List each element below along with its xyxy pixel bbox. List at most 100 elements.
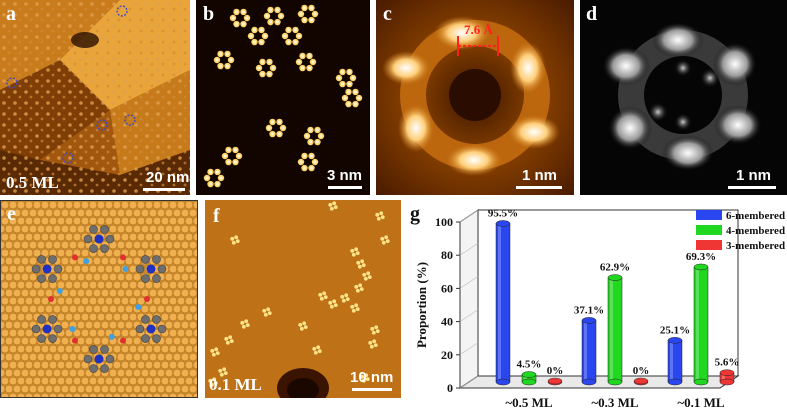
coverage-label: 0.5 ML: [6, 173, 59, 192]
panel-b-stm-image: b 3 nm: [196, 0, 370, 195]
panel-label: a: [6, 3, 16, 25]
bar-6-membered: [667, 337, 683, 386]
molecule-cluster: [368, 339, 378, 349]
data-label: 37.1%: [574, 304, 604, 316]
y-axis-label: Proportion (%): [414, 262, 429, 348]
legend-label: 4-membered: [726, 225, 785, 237]
bar-4-membered: [693, 263, 709, 386]
data-label: 69.3%: [686, 251, 716, 263]
data-label: 95.5%: [488, 207, 518, 219]
scale-bar: [516, 186, 562, 189]
molecule-hexamer: [213, 50, 235, 70]
molecule-hexamer: [265, 118, 287, 138]
molecule-hexamer: [281, 26, 303, 46]
x-category-label: ~0.5 ML: [505, 395, 553, 410]
molecule-cluster: [370, 325, 380, 335]
molecule-hexamer: [295, 52, 317, 72]
bar-3-membered: [719, 369, 735, 386]
scale-bar-text: 10 nm: [350, 369, 394, 386]
molecule-hexamer: [297, 4, 319, 24]
molecule-hexamer: [247, 26, 269, 46]
molecule-hexamer: [341, 88, 363, 108]
molecule-cluster: [224, 335, 234, 345]
molecule-cluster: [350, 303, 360, 313]
bar-4-membered: [607, 274, 623, 386]
molecule-cluster: [380, 235, 390, 245]
substrate-atoms: [1, 201, 197, 397]
molecule-cluster: [240, 319, 250, 329]
molecule-cluster: [350, 247, 360, 257]
molecule-cluster: [340, 293, 350, 303]
y-tick-label: 80: [441, 248, 453, 262]
x-category-label: ~0.1 ML: [677, 395, 725, 410]
stm-image-hexagons: [203, 4, 363, 188]
y-tick-label: 100: [435, 215, 453, 229]
molecule-hexamer: [297, 152, 319, 172]
coverage-label: 0.1 ML: [209, 375, 262, 394]
bar-3-membered: [633, 377, 649, 386]
bar-6-membered: [495, 220, 511, 386]
molecule-cluster: [208, 377, 218, 387]
molecule-cluster: [210, 347, 220, 357]
y-tick-label: 0: [447, 381, 453, 395]
molecule-cluster: [230, 235, 240, 245]
data-label: 5.6%: [715, 357, 740, 369]
chart-legend: 6-membered 4-membered 3-membered: [696, 210, 785, 252]
substrate-texture: [205, 200, 401, 398]
scale-bar: [352, 388, 392, 391]
stm-image-single-hexamer: [376, 0, 574, 195]
scale-bar: [328, 186, 362, 189]
distance-label: 7.6 Å: [464, 22, 493, 37]
bar-3-membered: [547, 377, 563, 386]
panel-f-stm-image: f 0.1 ML 10 nm: [205, 200, 401, 398]
molecule-hexamer: [263, 6, 285, 26]
y-tick-label: 60: [441, 281, 453, 295]
panel-label: e: [7, 203, 16, 225]
molecular-network: [31, 225, 167, 373]
panel-label: f: [213, 205, 220, 227]
molecule-cluster: [356, 259, 366, 269]
molecule-cluster: [298, 321, 308, 331]
scale-bar: [143, 188, 185, 191]
data-label: 25.1%: [660, 324, 690, 336]
molecule-hexamer: [303, 126, 325, 146]
molecule-cluster: [328, 299, 338, 309]
panel-a-stm-image: a 0.5 ML 20 nm: [0, 0, 190, 195]
molecule-cluster: [312, 345, 322, 355]
legend-swatch: [696, 210, 722, 220]
simulated-stm-image: [602, 22, 762, 171]
scale-bar-text: 1 nm: [522, 167, 558, 184]
bar-6-membered: [581, 317, 597, 386]
molecule-cluster: [360, 373, 370, 383]
molecule-hexamer: [335, 68, 357, 88]
panel-label: d: [586, 3, 598, 25]
panel-label: c: [383, 3, 392, 25]
legend-swatch: [696, 225, 722, 235]
molecule-hexamer: [203, 168, 225, 188]
molecule-cluster: [328, 201, 338, 211]
scale-bar-text: 20 nm: [146, 169, 190, 186]
legend-label: 6-membered: [726, 210, 785, 222]
proportion-chart: 0 20 40 60 80 100 Proportion (%) 95.5% 4.5% 0% ~0.…: [414, 207, 785, 410]
data-label: 0%: [547, 365, 564, 377]
data-label: 4.5%: [517, 359, 542, 371]
scale-bar-text: 1 nm: [736, 167, 772, 184]
panel-d-simulated-image: d 1 nm: [580, 0, 787, 195]
stm-image-large-area: [0, 0, 190, 195]
data-label: 62.9%: [600, 262, 630, 274]
legend-swatch: [696, 240, 722, 250]
molecule-hexamer: [229, 8, 251, 28]
atomic-model: [1, 201, 197, 397]
molecule-cluster: [262, 307, 272, 317]
bar-4-membered: [521, 371, 537, 386]
data-label: 0%: [633, 365, 650, 377]
panel-e-molecular-model: e: [0, 200, 198, 398]
legend-label: 3-membered: [726, 240, 785, 252]
panel-label: g: [410, 203, 420, 225]
molecule-cluster: [362, 271, 372, 281]
panel-g-bar-chart: 0 20 40 60 80 100 Proportion (%) 95.5% 4.5% 0% ~0.…: [408, 200, 787, 415]
y-tick-label: 20: [441, 348, 453, 362]
scale-bar-text: 3 nm: [327, 167, 363, 184]
x-category-label: ~0.3 ML: [591, 395, 639, 410]
molecule-cluster: [375, 211, 385, 221]
